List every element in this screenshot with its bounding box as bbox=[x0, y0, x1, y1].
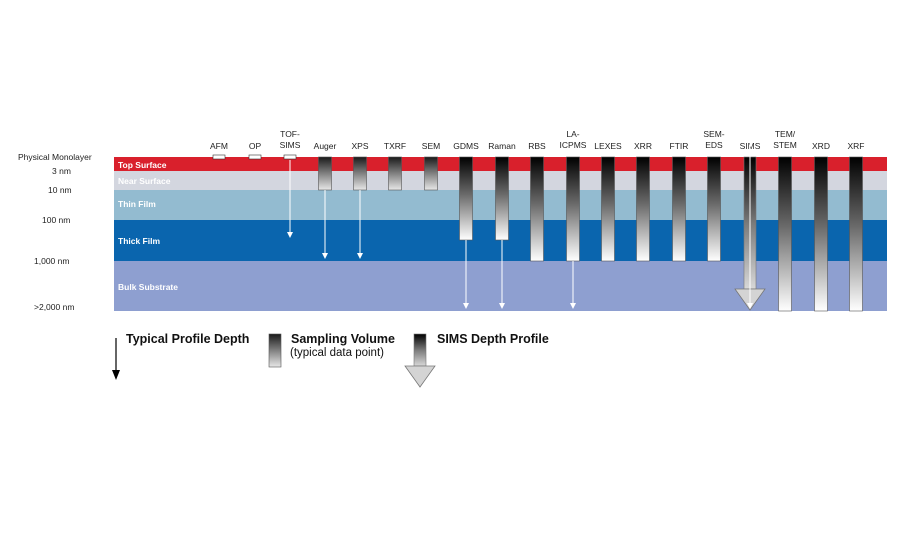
technique-label-op: OP bbox=[249, 141, 262, 151]
technique-label-sem-eds-line-2: EDS bbox=[705, 140, 723, 150]
sampling-volume-bar-gdms bbox=[459, 156, 473, 241]
sampling-volume-bar-rbs bbox=[530, 156, 544, 262]
layer-bands: Top Surface Near Surface Thin Film Thick Fi… bbox=[114, 157, 887, 311]
technique-label-xrr: XRR bbox=[634, 141, 652, 151]
profile-depth-arrowhead-tof-sims bbox=[287, 232, 293, 238]
technique-label-tof-sims-line-1: TOF- bbox=[280, 129, 300, 139]
technique-label-xrd: XRD bbox=[812, 141, 830, 151]
depth-label-3nm: 3 nm bbox=[52, 166, 71, 176]
technique-label-tem-stem-line-2: STEM bbox=[773, 140, 797, 150]
legend-graphics bbox=[112, 333, 436, 388]
profile-depth-arrowhead-auger bbox=[322, 253, 328, 259]
sampling-volume-bar-raman bbox=[495, 156, 509, 241]
sampling-volume-bar-xrf bbox=[849, 156, 863, 312]
technique-label-lexes: LEXES bbox=[594, 141, 622, 151]
technique-label-sem-eds-line-1: SEM- bbox=[703, 129, 724, 139]
sampling-volume-bar-xrd bbox=[814, 156, 828, 312]
monolayer-marker-tof-sims bbox=[283, 154, 297, 160]
technique-label-la-icpms-line-2: ICPMS bbox=[560, 140, 587, 150]
sampling-volume-bar-sem-eds bbox=[707, 156, 721, 262]
technique-label-ftir: FTIR bbox=[670, 141, 689, 151]
legend-sampling-volume-label: Sampling Volume bbox=[291, 332, 395, 346]
depth-label-10nm: 10 nm bbox=[48, 185, 72, 195]
technique-label-auger: Auger bbox=[314, 141, 337, 151]
technique-columns: AFM OP TOF-SIMS Auger XPS TXRF SEM GDMS Raman RBS… bbox=[210, 0, 865, 312]
sampling-volume-bar-xps bbox=[353, 156, 367, 191]
profile-depth-arrowhead-gdms bbox=[463, 303, 469, 309]
profile-depth-arrowhead-raman bbox=[499, 303, 505, 309]
technique-label-rbs: RBS bbox=[528, 141, 546, 151]
sampling-volume-bar-txrf bbox=[388, 156, 402, 191]
legend-sampling-volume-swatch bbox=[268, 333, 282, 368]
technique-label-xps: XPS bbox=[351, 141, 368, 151]
sampling-volume-bar-auger bbox=[318, 156, 332, 191]
profile-depth-arrowhead-la-icpms bbox=[570, 303, 576, 309]
legend-sims-profile-label: SIMS Depth Profile bbox=[437, 332, 549, 346]
depth-label-100nm: 100 nm bbox=[42, 215, 71, 225]
layer-band-bulk-substrate bbox=[114, 261, 887, 311]
technique-label-tof-sims-line-2: SIMS bbox=[280, 140, 301, 150]
sampling-volume-bar-ftir bbox=[672, 156, 686, 262]
depth-label-1000nm: 1,000 nm bbox=[34, 256, 70, 266]
technique-label-raman: Raman bbox=[488, 141, 516, 151]
technique-label-afm: AFM bbox=[210, 141, 228, 151]
technique-label-tem-stem-line-1: TEM/ bbox=[775, 129, 796, 139]
sampling-volume-bar-sem bbox=[424, 156, 438, 191]
legend-sims-profile-arrowhead bbox=[404, 365, 436, 388]
sampling-volume-bar-la-icpms bbox=[566, 156, 580, 262]
monolayer-marker-op bbox=[248, 154, 262, 160]
layer-label-top-surface: Top Surface bbox=[118, 160, 167, 170]
profile-depth-arrowhead-sims bbox=[747, 303, 753, 309]
technique-label-la-icpms-line-1: LA- bbox=[566, 129, 579, 139]
legend-profile-depth-arrowhead bbox=[112, 370, 120, 380]
technique-label-sem: SEM bbox=[422, 141, 440, 151]
sampling-volume-bar-lexes bbox=[601, 156, 615, 262]
sampling-volume-bar-xrr bbox=[636, 156, 650, 262]
legend-sampling-volume-sublabel: (typical data point) bbox=[290, 347, 384, 359]
layer-label-near-surface: Near Surface bbox=[118, 176, 171, 186]
layer-label-thin-film: Thin Film bbox=[118, 199, 156, 209]
profile-depth-arrowhead-xps bbox=[357, 253, 363, 259]
technique-label-gdms: GDMS bbox=[453, 141, 479, 151]
sampling-volume-bar-tem-stem bbox=[778, 156, 792, 312]
layer-label-bulk-substrate: Bulk Substrate bbox=[118, 282, 178, 292]
legend-profile-depth-label: Typical Profile Depth bbox=[126, 332, 250, 346]
technique-label-xrf: XRF bbox=[848, 141, 865, 151]
legend-sims-profile-shaft bbox=[413, 333, 427, 367]
layer-label-thick-film: Thick Film bbox=[118, 236, 160, 246]
depth-label-monolayer: Physical Monolayer bbox=[18, 152, 92, 162]
monolayer-marker-afm bbox=[212, 154, 226, 160]
depth-label-2000nm: >2,000 nm bbox=[34, 302, 75, 312]
technique-label-txrf: TXRF bbox=[384, 141, 406, 151]
